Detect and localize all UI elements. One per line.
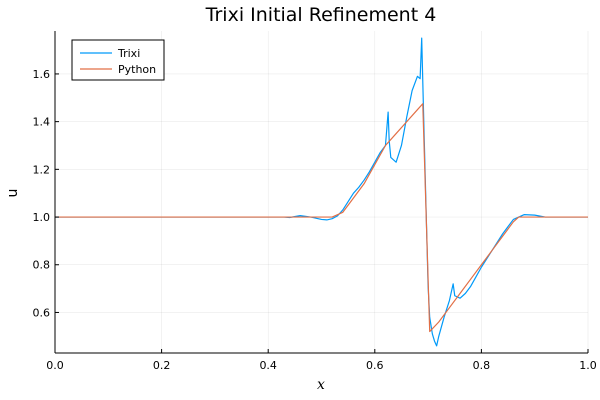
- x-axis-label: x: [317, 377, 325, 393]
- ticks: 0.0 0.2 0.4 0.6 0.8 1.0 0.6 0.8 1.0 1.2 1.4 1.6: [33, 68, 597, 372]
- legend-label-python: Python: [118, 63, 156, 76]
- x-tick-label: 0.0: [46, 359, 64, 372]
- x-tick-label: 1.0: [579, 359, 597, 372]
- y-tick-label: 1.4: [33, 116, 51, 129]
- x-tick-label: 0.8: [473, 359, 491, 372]
- legend-box: [71, 39, 165, 81]
- x-tick-label: 0.6: [366, 359, 384, 372]
- axes: [54, 31, 588, 354]
- series-layer: [55, 37, 588, 347]
- y-tick-label: 1.0: [33, 211, 51, 224]
- chart-title: Trixi Initial Refinement 4: [205, 4, 437, 26]
- y-tick-label: 1.6: [33, 68, 51, 81]
- y-tick-label: 0.8: [33, 259, 51, 272]
- x-tick-label: 0.4: [259, 359, 277, 372]
- x-tick-label: 0.2: [153, 359, 171, 372]
- series-line-python: [55, 103, 588, 333]
- legend-label-trixi: Trixi: [117, 47, 140, 60]
- y-tick-label: 1.2: [33, 163, 51, 176]
- y-axis-label: u: [5, 189, 21, 198]
- y-tick-label: 0.6: [33, 306, 51, 319]
- legend: Trixi Python: [71, 39, 165, 81]
- series-line-trixi: [55, 37, 588, 347]
